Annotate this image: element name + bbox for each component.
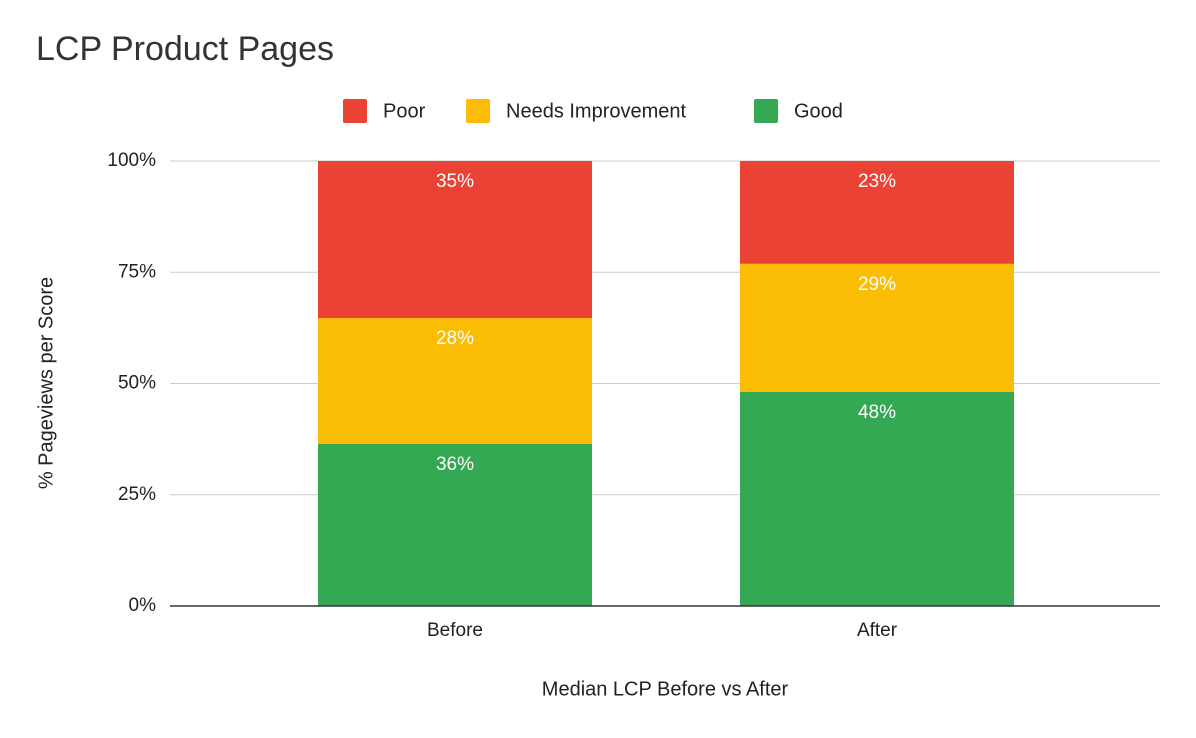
legend-label: Good	[794, 100, 843, 122]
y-tick-label: 50%	[118, 373, 156, 394]
value-label: 28%	[436, 328, 474, 349]
y-tick-label: 25%	[118, 484, 156, 505]
value-label: 36%	[436, 454, 474, 475]
bar-segment	[318, 318, 592, 445]
bar-segment	[740, 391, 1014, 606]
x-axis-title: Median LCP Before vs After	[542, 678, 789, 700]
bar-segment	[318, 161, 592, 319]
value-label: 29%	[858, 274, 896, 295]
value-label: 35%	[436, 171, 474, 192]
x-tick-label: Before	[427, 620, 483, 641]
y-axis-title: % Pageviews per Score	[35, 277, 57, 489]
legend-swatch	[466, 99, 490, 123]
legend-swatch	[754, 99, 778, 123]
value-label: 23%	[858, 171, 896, 192]
legend-label: Needs Improvement	[506, 100, 687, 122]
y-tick-label: 100%	[107, 150, 156, 171]
bar-segment	[740, 263, 1014, 392]
bar-segment	[740, 161, 1014, 264]
value-label: 48%	[858, 402, 896, 423]
chart-title: LCP Product Pages	[36, 30, 334, 68]
y-tick-label: 75%	[118, 261, 156, 282]
y-tick-label: 0%	[129, 595, 157, 616]
legend-swatch	[343, 99, 367, 123]
legend-label: Poor	[383, 100, 426, 122]
x-tick-label: After	[857, 620, 898, 641]
bar-segment	[318, 444, 592, 606]
